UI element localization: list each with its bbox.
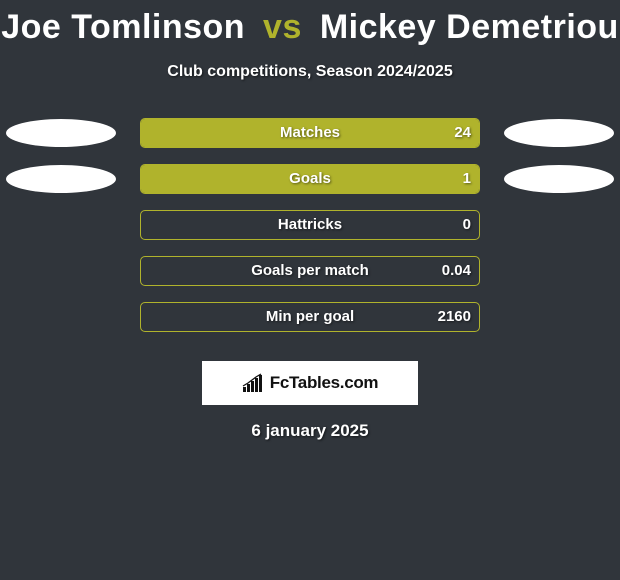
- stat-row: Hattricks0: [0, 211, 620, 257]
- stat-value: 0.04: [442, 262, 471, 279]
- bar-chart-icon: [242, 373, 266, 393]
- stat-row: Matches24: [0, 119, 620, 165]
- title-vs: vs: [263, 8, 302, 46]
- stat-label: Min per goal: [141, 308, 479, 325]
- subtitle: Club competitions, Season 2024/2025: [0, 63, 620, 81]
- stat-bar: Hattricks0: [140, 210, 480, 240]
- stat-bar-fill: [141, 165, 479, 193]
- title-player2: Mickey Demetriou: [320, 8, 619, 46]
- stat-label: Goals per match: [141, 262, 479, 279]
- stat-bar-fill: [141, 119, 479, 147]
- stat-bar: Matches24: [140, 118, 480, 148]
- logo-text: FcTables.com: [270, 373, 379, 393]
- left-ellipse: [6, 119, 116, 147]
- date-label: 6 january 2025: [0, 421, 620, 441]
- stat-bar: Min per goal2160: [140, 302, 480, 332]
- right-ellipse: [504, 119, 614, 147]
- comparison-card: Joe Tomlinson vs Mickey Demetriou Club c…: [0, 0, 620, 441]
- stat-bar: Goals per match0.04: [140, 256, 480, 286]
- title-player1: Joe Tomlinson: [1, 8, 245, 46]
- stat-bar: Goals1: [140, 164, 480, 194]
- stat-row: Min per goal2160: [0, 303, 620, 349]
- stat-row: Goals1: [0, 165, 620, 211]
- stat-label: Hattricks: [141, 216, 479, 233]
- stat-rows: Matches24 Goals1 Hattricks0 Goals per match…: [0, 119, 620, 349]
- stat-row: Goals per match0.04: [0, 257, 620, 303]
- left-ellipse: [6, 165, 116, 193]
- logo-box[interactable]: FcTables.com: [202, 361, 418, 405]
- right-ellipse: [504, 165, 614, 193]
- page-title: Joe Tomlinson vs Mickey Demetriou: [0, 0, 620, 47]
- stat-value: 2160: [438, 308, 471, 325]
- logo: FcTables.com: [242, 373, 379, 393]
- stat-value: 0: [463, 216, 471, 233]
